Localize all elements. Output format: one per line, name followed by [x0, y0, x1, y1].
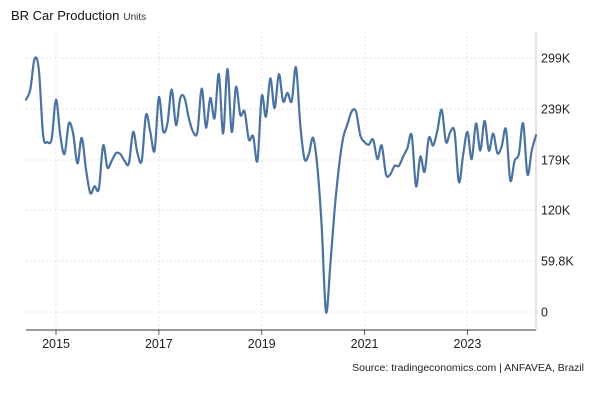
y-tick-label: 179K: [541, 153, 571, 167]
chart-subtitle: Units: [123, 12, 147, 23]
series-layer: [24, 56, 538, 314]
tick-labels: 0 59.8K 120K 179K 239K 299K 2015 2017 2019 2021 20…: [42, 52, 574, 352]
x-tick-label: 2017: [145, 337, 173, 351]
y-tick-label: 0: [541, 306, 548, 320]
axes: [26, 32, 537, 335]
y-tick-label: 239K: [541, 102, 571, 116]
x-tick-label: 2015: [42, 337, 70, 351]
series-line: [24, 56, 538, 314]
chart-title-text: BR Car Production: [11, 8, 120, 23]
y-tick-label: 120K: [541, 204, 571, 218]
y-tick-label: 59.8K: [541, 255, 574, 269]
x-tick-label: 2019: [248, 337, 276, 351]
y-tick-label: 299K: [541, 52, 571, 66]
x-tick-label: 2023: [454, 337, 482, 351]
x-tick-label: 2021: [351, 337, 379, 351]
chart-title: BR Car Production Units: [11, 8, 146, 23]
chart-source: Source: tradingeconomics.com | ANFAVEA, …: [352, 362, 584, 374]
